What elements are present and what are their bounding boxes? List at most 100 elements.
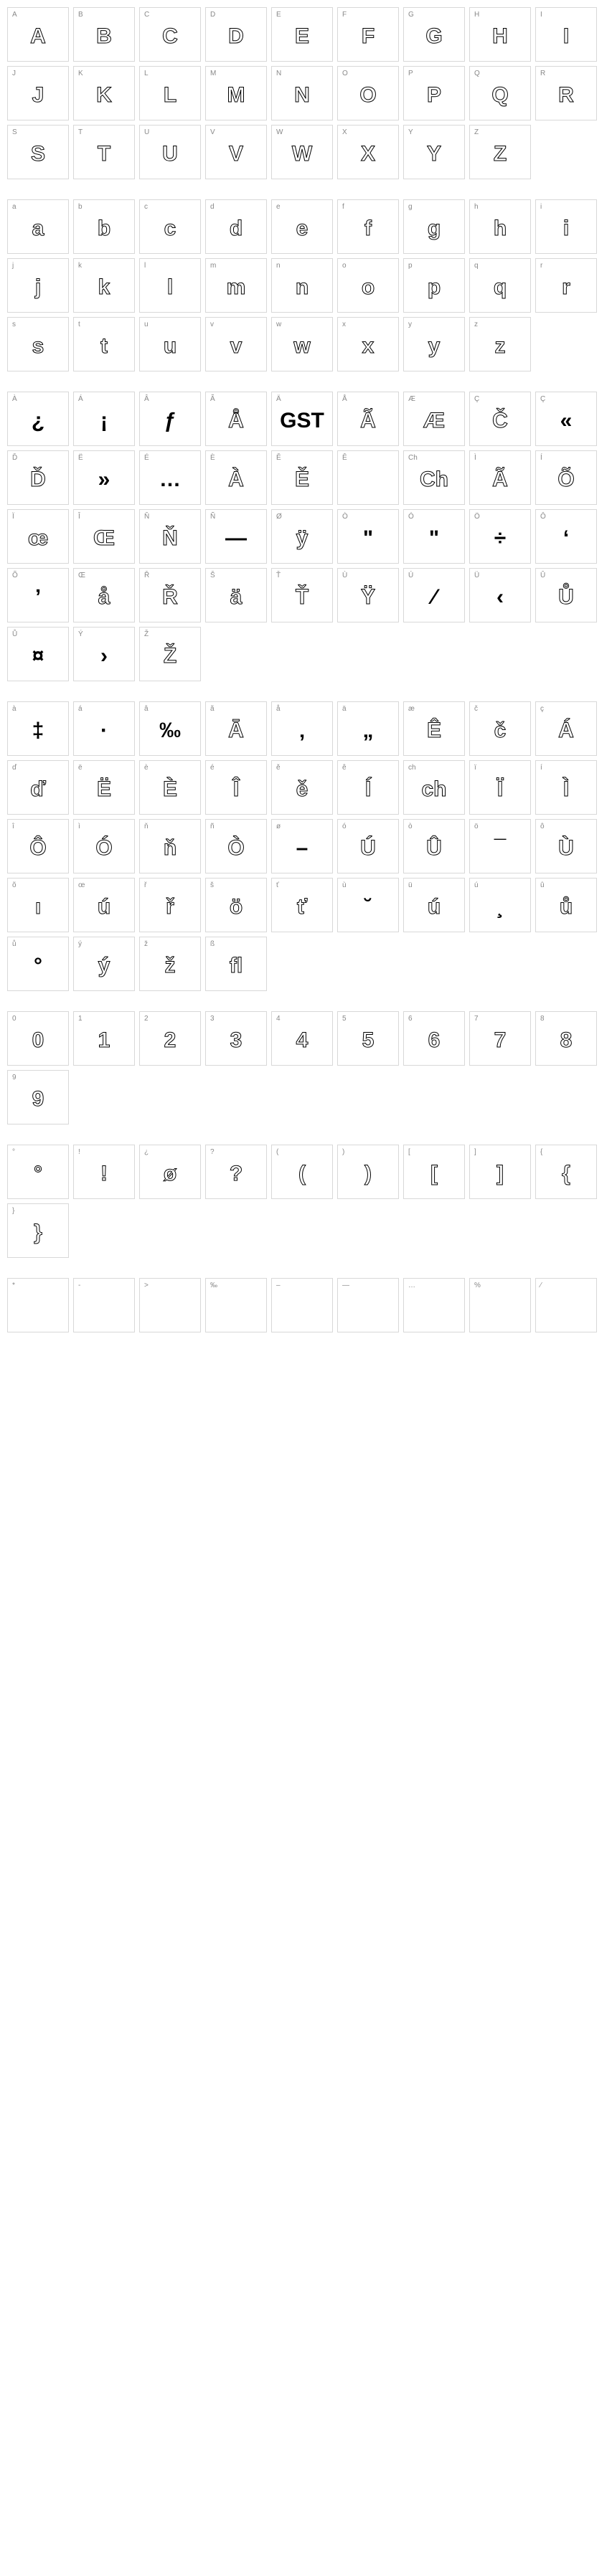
glyph-cell[interactable]: ïÏ	[469, 760, 531, 815]
glyph-cell[interactable]: ôÙ	[535, 819, 597, 873]
glyph-cell[interactable]: hh	[469, 199, 531, 254]
glyph-cell[interactable]: Ñ—	[205, 509, 267, 564]
glyph-cell[interactable]: tt	[73, 317, 135, 371]
glyph-cell[interactable]: à‡	[7, 701, 69, 756]
glyph-cell[interactable]: ûů	[535, 878, 597, 932]
glyph-cell[interactable]: zz	[469, 317, 531, 371]
glyph-cell[interactable]: Ïœ	[7, 509, 69, 564]
glyph-cell[interactable]: ÎŒ	[73, 509, 135, 564]
glyph-cell[interactable]: qq	[469, 258, 531, 313]
glyph-cell[interactable]: ä„	[337, 701, 399, 756]
glyph-cell[interactable]: gg	[403, 199, 465, 254]
glyph-cell[interactable]: řř	[139, 878, 201, 932]
glyph-cell[interactable]: ÌÃ	[469, 450, 531, 505]
glyph-cell[interactable]: ĚĚ	[271, 450, 333, 505]
glyph-cell[interactable]: BB	[73, 7, 135, 62]
glyph-cell[interactable]: ú¸	[469, 878, 531, 932]
glyph-cell[interactable]: žž	[139, 937, 201, 991]
glyph-cell[interactable]: É…	[139, 450, 201, 505]
glyph-cell[interactable]: ťť	[271, 878, 333, 932]
glyph-cell[interactable]: !!	[73, 1145, 135, 1199]
glyph-cell[interactable]: SS	[7, 125, 69, 179]
glyph-cell[interactable]: â‰	[139, 701, 201, 756]
glyph-cell[interactable]: ÈÀ	[205, 450, 267, 505]
glyph-cell[interactable]: ÙŸ	[337, 568, 399, 622]
glyph-cell[interactable]: Šä	[205, 568, 267, 622]
glyph-cell[interactable]: °°	[7, 1145, 69, 1199]
glyph-cell[interactable]: ďď	[7, 760, 69, 815]
glyph-cell[interactable]: %	[469, 1278, 531, 1332]
glyph-cell[interactable]: GG	[403, 7, 465, 62]
glyph-cell[interactable]: YY	[403, 125, 465, 179]
glyph-cell[interactable]: —	[337, 1278, 399, 1332]
glyph-cell[interactable]: ChCh	[403, 450, 465, 505]
glyph-cell[interactable]: á·	[73, 701, 135, 756]
glyph-cell[interactable]: 33	[205, 1011, 267, 1066]
glyph-cell[interactable]: 77	[469, 1011, 531, 1066]
glyph-cell[interactable]: ãĀ	[205, 701, 267, 756]
glyph-cell[interactable]: šö	[205, 878, 267, 932]
glyph-cell[interactable]: –	[271, 1278, 333, 1332]
glyph-cell[interactable]: JJ	[7, 66, 69, 120]
glyph-cell[interactable]: À¿	[7, 392, 69, 446]
glyph-cell[interactable]: ZZ	[469, 125, 531, 179]
glyph-cell[interactable]: ů°	[7, 937, 69, 991]
glyph-cell[interactable]: NN	[271, 66, 333, 120]
glyph-cell[interactable]: Øÿ	[271, 509, 333, 564]
glyph-cell[interactable]: ø–	[271, 819, 333, 873]
glyph-cell[interactable]: óÚ	[337, 819, 399, 873]
glyph-cell[interactable]: Õʼ	[7, 568, 69, 622]
glyph-cell[interactable]: ëË	[73, 760, 135, 815]
glyph-cell[interactable]: ìÓ	[73, 819, 135, 873]
glyph-cell[interactable]: ⁄	[535, 1278, 597, 1332]
glyph-cell[interactable]: OO	[337, 66, 399, 120]
glyph-cell[interactable]: Ö÷	[469, 509, 531, 564]
glyph-cell[interactable]: II	[535, 7, 597, 62]
glyph-cell[interactable]: Ë»	[73, 450, 135, 505]
glyph-cell[interactable]: pp	[403, 258, 465, 313]
glyph-cell[interactable]: mm	[205, 258, 267, 313]
glyph-cell[interactable]: Ů¤	[7, 627, 69, 681]
glyph-cell[interactable]: Ê	[337, 450, 399, 505]
glyph-cell[interactable]: kk	[73, 258, 135, 313]
glyph-cell[interactable]: }}	[7, 1203, 69, 1258]
glyph-cell[interactable]: AA	[7, 7, 69, 62]
glyph-cell[interactable]: ww	[271, 317, 333, 371]
glyph-cell[interactable]: 11	[73, 1011, 135, 1066]
glyph-cell[interactable]: òÛ	[403, 819, 465, 873]
glyph-cell[interactable]: 55	[337, 1011, 399, 1066]
glyph-cell[interactable]: ??	[205, 1145, 267, 1199]
glyph-cell[interactable]: ss	[7, 317, 69, 371]
glyph-cell[interactable]: 66	[403, 1011, 465, 1066]
glyph-cell[interactable]: QQ	[469, 66, 531, 120]
glyph-cell[interactable]: chch	[403, 760, 465, 815]
glyph-cell[interactable]: ňň	[139, 819, 201, 873]
glyph-cell[interactable]: ÇČ	[469, 392, 531, 446]
glyph-cell[interactable]: WW	[271, 125, 333, 179]
glyph-cell[interactable]: oo	[337, 258, 399, 313]
glyph-cell[interactable]: ĎĎ	[7, 450, 69, 505]
glyph-cell[interactable]: -	[73, 1278, 135, 1332]
glyph-cell[interactable]: ö¯	[469, 819, 531, 873]
glyph-cell[interactable]: îÔ	[7, 819, 69, 873]
glyph-cell[interactable]: >	[139, 1278, 201, 1332]
glyph-cell[interactable]: ßfl	[205, 937, 267, 991]
glyph-cell[interactable]: 99	[7, 1070, 69, 1124]
glyph-cell[interactable]: å‚	[271, 701, 333, 756]
glyph-cell[interactable]: čč	[469, 701, 531, 756]
glyph-cell[interactable]: RR	[535, 66, 597, 120]
glyph-cell[interactable]: ÅÃ	[337, 392, 399, 446]
glyph-cell[interactable]: FF	[337, 7, 399, 62]
glyph-cell[interactable]: EE	[271, 7, 333, 62]
glyph-cell[interactable]: LL	[139, 66, 201, 120]
glyph-cell[interactable]: UU	[139, 125, 201, 179]
glyph-cell[interactable]: Óʺ	[403, 509, 465, 564]
glyph-cell[interactable]: ÍÕ	[535, 450, 597, 505]
glyph-cell[interactable]: èÈ	[139, 760, 201, 815]
glyph-cell[interactable]: ]]	[469, 1145, 531, 1199]
glyph-cell[interactable]: Âƒ	[139, 392, 201, 446]
glyph-cell[interactable]: ((	[271, 1145, 333, 1199]
glyph-cell[interactable]: xx	[337, 317, 399, 371]
glyph-cell[interactable]: {{	[535, 1145, 597, 1199]
glyph-cell[interactable]: cc	[139, 199, 201, 254]
